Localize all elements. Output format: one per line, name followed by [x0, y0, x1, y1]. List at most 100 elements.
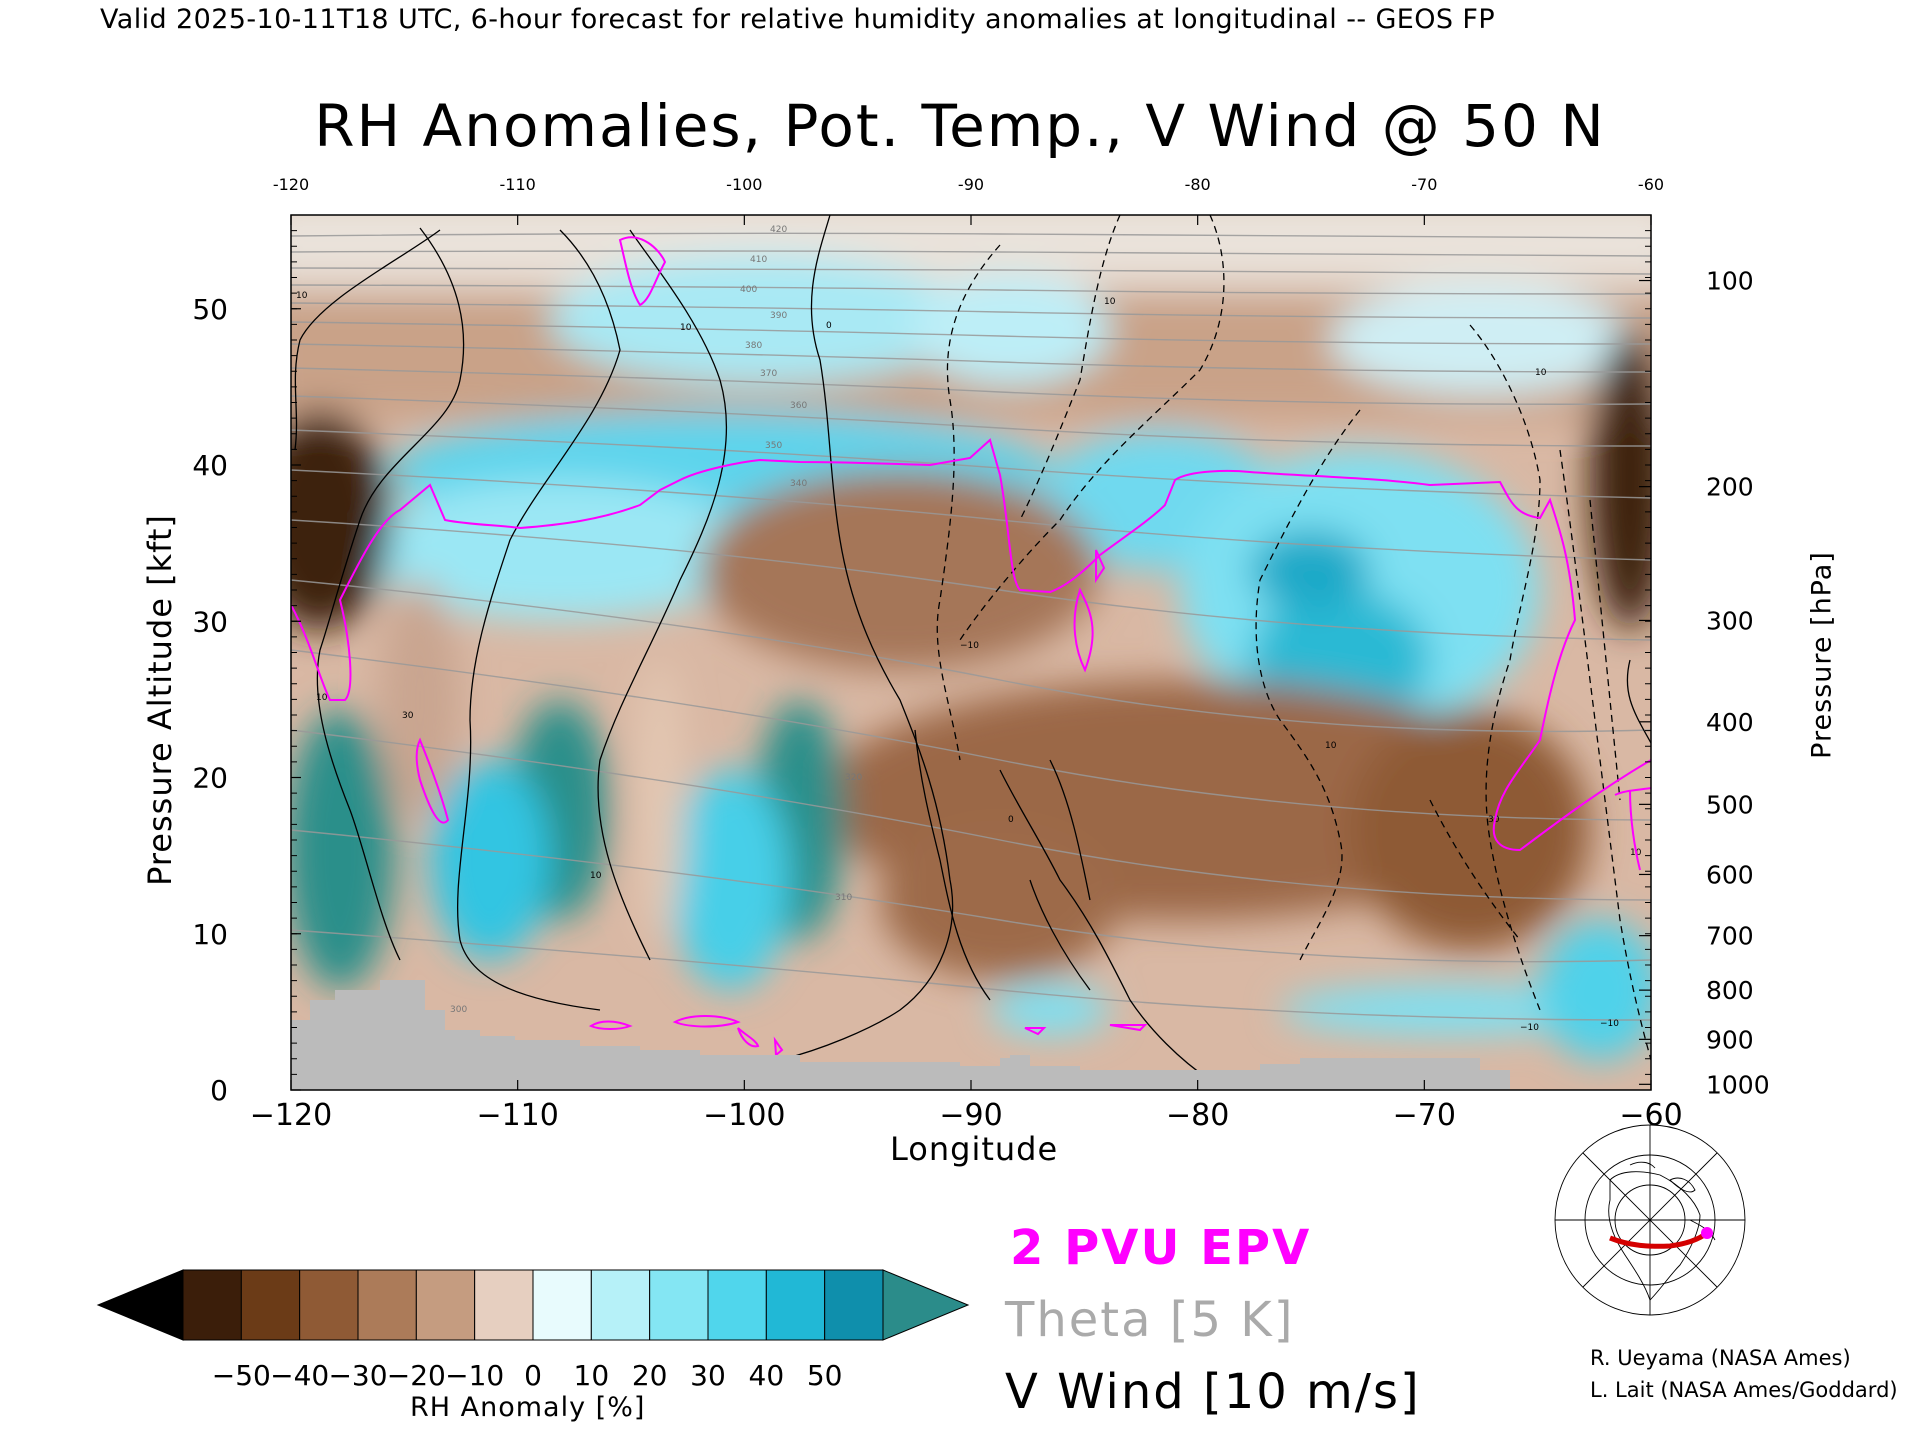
globe-locator-icon: [1550, 1124, 1750, 1316]
wind-label: 30: [402, 711, 414, 721]
x-axis-bottom: −120 −110 −100 −90 −80 −70 −60: [250, 1080, 1683, 1133]
colorbar-segment: [765, 1269, 826, 1341]
y-tick-label: 0: [210, 1074, 228, 1107]
colorbar-label: 0: [524, 1359, 542, 1392]
wind-label: −10: [1520, 1023, 1539, 1033]
wind-label: 10: [1535, 368, 1547, 378]
colorbar-label: 20: [632, 1359, 668, 1392]
theta-label: 310: [835, 893, 852, 903]
x-tick-label-top: -60: [1638, 175, 1664, 194]
x-tick-label-top: -90: [958, 175, 984, 194]
colorbar-label: 10: [574, 1359, 610, 1392]
colorbar-segment: [182, 1269, 242, 1341]
x-tick-label-top: -80: [1185, 175, 1211, 194]
y-right-tick-label: 400: [1706, 708, 1754, 737]
wind-label: 10: [1104, 297, 1116, 307]
theta-contours: [291, 232, 1651, 1021]
epv-2pvu-contour: [291, 236, 1651, 1058]
colorbar-segment: [532, 1269, 592, 1341]
y-right-tick-label: 800: [1706, 976, 1754, 1005]
wind-label: 10: [316, 693, 328, 703]
wind-label: −10: [1600, 1019, 1619, 1029]
rh-anomaly-field: 420 410 400 390 380 370 360 350 340 320 …: [291, 215, 1651, 1090]
theta-label: 410: [750, 255, 767, 265]
surface-topography: [291, 980, 1510, 1090]
y-tick-label: 30: [192, 605, 228, 638]
colorbar-segment: [590, 1269, 651, 1341]
colorbar-segment: [474, 1269, 534, 1341]
v-wind-contours: [294, 215, 1651, 1081]
x-tick-label: −90: [939, 1098, 1002, 1133]
y-right-tick-label: 600: [1706, 860, 1754, 889]
y-tick-label: 50: [192, 293, 228, 326]
wind-label: 30: [1488, 815, 1500, 825]
x-tick-label-top: -100: [726, 175, 762, 194]
v-wind-contour-labels: 10 10 0 10 −10 10 10 30 10 10 0 30 −10 −…: [296, 291, 1642, 1033]
y-axis-right: 1000 900 800 700 600 500 400 300 200 100: [1639, 267, 1770, 1099]
credit-line-1: R. Ueyama (NASA Ames): [1590, 1346, 1851, 1370]
colorbar-label: 30: [690, 1359, 726, 1392]
x-tick-label: −70: [1393, 1098, 1456, 1133]
x-tick-label: −120: [250, 1098, 332, 1133]
y-tick-label: 40: [192, 449, 228, 482]
x-tick-label-top: -110: [500, 175, 536, 194]
y-axis-left-label: Pressure Altitude [kft]: [141, 514, 179, 886]
wind-label: 10: [1325, 741, 1337, 751]
header-validity-line: Valid 2025-10-11T18 UTC, 6-hour forecast…: [100, 4, 1496, 35]
wind-label: 10: [680, 323, 692, 333]
wind-label: 10: [296, 291, 308, 301]
colorbar-label: −40: [270, 1359, 329, 1392]
colorbar-segment: [357, 1269, 417, 1341]
theta-label: 350: [765, 441, 782, 451]
theta-label: 340: [790, 479, 807, 489]
x-tick-label: −110: [476, 1098, 558, 1133]
colorbar-over-triangle: [882, 1269, 970, 1341]
x-tick-label: −100: [703, 1098, 785, 1133]
wind-label: −10: [960, 641, 979, 651]
theta-label: 380: [745, 341, 762, 351]
y-right-tick-label: 1000: [1706, 1070, 1770, 1099]
y-right-tick-label: 500: [1706, 790, 1754, 819]
wind-label: 10: [590, 871, 602, 881]
colorbar-label: 40: [749, 1359, 785, 1392]
y-tick-label: 10: [192, 918, 228, 951]
colorbar-segment: [649, 1269, 709, 1341]
chart-title: RH Anomalies, Pot. Temp., V Wind @ 50 N: [314, 92, 1606, 160]
colorbar-segment: [415, 1269, 476, 1341]
colorbar-under-triangle: [96, 1269, 184, 1341]
legend-theta: Theta [5 K]: [1005, 1292, 1295, 1348]
theta-label: 420: [770, 225, 787, 235]
x-axis-top: -120 -110 -100 -90 -80 -70 -60: [273, 175, 1664, 225]
y-right-tick-label: 100: [1706, 267, 1754, 296]
theta-label: 400: [740, 285, 757, 295]
y-axis-left-minor-ticks: [291, 230, 297, 1075]
y-right-tick-label: 900: [1706, 1025, 1754, 1054]
cross-section-track: [1609, 1230, 1709, 1249]
colorbar-segment: [240, 1269, 301, 1341]
rh-anomaly-colorbar: −50 −40 −30 −20 −10 0 10 20 30 40 50: [96, 1269, 970, 1392]
theta-label: 320: [845, 773, 862, 783]
x-tick-label-top: -120: [273, 175, 309, 194]
theta-label: 390: [770, 311, 787, 321]
y-tick-label: 20: [192, 762, 228, 795]
x-tick-label: −80: [1166, 1098, 1229, 1133]
y-right-tick-label: 300: [1706, 606, 1754, 635]
colorbar-label: −20: [387, 1359, 446, 1392]
theta-label: 370: [760, 369, 777, 379]
colorbar-label: 50: [807, 1359, 843, 1392]
x-tick-label-top: -70: [1411, 175, 1437, 194]
theta-label: 360: [790, 401, 807, 411]
wind-label: 0: [826, 321, 832, 331]
legend-epv: 2 PVU EPV: [1010, 1220, 1312, 1276]
v-wind-negative-contours: [936, 215, 1651, 1061]
x-axis-label: Longitude: [890, 1130, 1059, 1168]
y-axis-right-minor-ticks: [1645, 230, 1651, 1075]
colorbar-segment: [824, 1269, 884, 1341]
theta-contour-labels: 420 410 400 390 380 370 360 350 340 320 …: [450, 225, 862, 1015]
wind-label: 0: [1008, 815, 1014, 825]
colorbar-label: −30: [328, 1359, 387, 1392]
location-marker: [1701, 1227, 1713, 1239]
colorbar-segment: [707, 1269, 767, 1341]
legend-wind: V Wind [10 m/s]: [1005, 1364, 1421, 1420]
